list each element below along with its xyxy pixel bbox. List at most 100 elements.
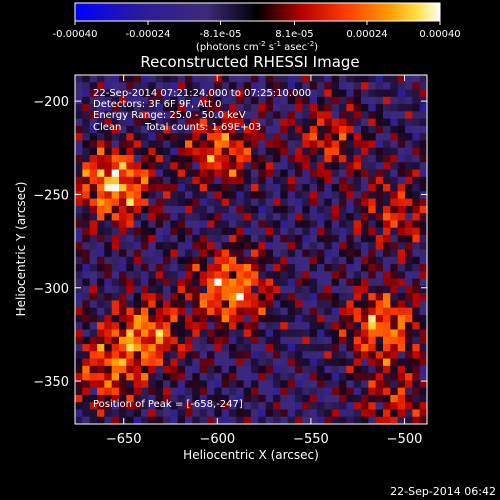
heatmap-cell	[287, 220, 296, 229]
heatmap-cell	[295, 191, 303, 200]
heatmap-cell	[375, 293, 384, 301]
heatmap-cell	[229, 409, 237, 418]
heatmap-cell	[361, 307, 369, 316]
heatmap-cell	[243, 307, 252, 316]
heatmap-cell	[229, 125, 237, 134]
heatmap-cell	[287, 373, 296, 381]
heatmap-cell	[229, 293, 237, 301]
heatmap-cell	[133, 169, 142, 178]
heatmap-cell	[221, 125, 230, 134]
heatmap-cell	[390, 300, 399, 309]
heatmap-cell	[243, 213, 252, 222]
heatmap-cell	[295, 380, 303, 389]
heatmap-cell	[258, 285, 267, 294]
heatmap-cell	[97, 154, 105, 163]
heatmap-cell	[295, 416, 303, 424]
heatmap-cell	[258, 133, 267, 142]
heatmap-cell	[229, 380, 237, 389]
heatmap-cell	[346, 387, 355, 396]
heatmap-cell	[339, 205, 347, 214]
heatmap-cell	[170, 125, 179, 134]
heatmap-cell	[221, 264, 230, 272]
heatmap-cell	[412, 82, 421, 91]
heatmap-cell	[133, 394, 142, 403]
heatmap-cell	[309, 198, 318, 207]
heatmap-cell	[265, 307, 274, 316]
heatmap-cell	[221, 307, 230, 316]
heatmap-cell	[383, 89, 391, 98]
heatmap-cell	[375, 387, 384, 396]
heatmap-cell	[317, 293, 325, 301]
heatmap-cell	[258, 264, 267, 272]
heatmap-cell	[375, 96, 384, 105]
heatmap-cell	[221, 75, 230, 83]
heatmap-cell	[243, 409, 252, 418]
heatmap-cell	[199, 176, 208, 185]
heatmap-cell	[185, 147, 193, 156]
heatmap-cell	[75, 89, 83, 98]
heatmap-cell	[82, 373, 91, 381]
heatmap-cell	[155, 234, 164, 243]
heatmap-cell	[163, 82, 171, 91]
heatmap-cell	[273, 227, 281, 236]
heatmap-cell	[324, 293, 333, 301]
heatmap-cell	[251, 409, 259, 418]
heatmap-cell	[331, 154, 340, 163]
heatmap-cell	[221, 104, 230, 112]
heatmap-cell	[229, 387, 237, 396]
heatmap-cell	[375, 402, 384, 411]
heatmap-cell	[82, 293, 91, 301]
heatmap-cell	[302, 293, 311, 301]
heatmap-cell	[97, 227, 105, 236]
heatmap-cell	[111, 394, 120, 403]
heatmap-cell	[383, 373, 391, 381]
heatmap-cell	[397, 242, 406, 251]
heatmap-cell	[390, 198, 399, 207]
heatmap-cell	[185, 205, 193, 214]
heatmap-cell	[229, 169, 237, 178]
heatmap-cell	[309, 278, 318, 287]
heatmap-cell	[192, 191, 201, 200]
heatmap-cell	[214, 416, 223, 424]
heatmap-cell	[287, 75, 296, 83]
heatmap-cell	[383, 191, 391, 200]
heatmap-cell	[309, 307, 318, 316]
heatmap-cell	[273, 125, 281, 134]
heatmap-cell	[339, 111, 347, 120]
heatmap-cell	[221, 249, 230, 258]
heatmap-cell	[177, 118, 186, 127]
heatmap-cell	[273, 220, 281, 229]
heatmap-cell	[119, 125, 127, 134]
heatmap-cell	[141, 322, 149, 331]
heatmap-cell	[346, 104, 355, 112]
heatmap-cell	[295, 264, 303, 272]
heatmap-cell	[302, 387, 311, 396]
heatmap-cell	[221, 336, 230, 345]
heatmap-cell	[331, 220, 340, 229]
heatmap-cell	[390, 416, 399, 424]
heatmap-cell	[368, 329, 377, 338]
heatmap-cell	[229, 307, 237, 316]
heatmap-cell	[397, 322, 406, 331]
heatmap-cell	[104, 358, 113, 367]
heatmap-cell	[287, 82, 296, 91]
heatmap-cell	[89, 344, 98, 352]
heatmap-cell	[177, 264, 186, 272]
heatmap-cell	[361, 162, 369, 171]
heatmap-cell	[141, 336, 149, 345]
heatmap-cell	[82, 300, 91, 309]
heatmap-cell	[148, 162, 157, 171]
heatmap-cell	[317, 89, 325, 98]
heatmap-cell	[375, 75, 384, 83]
heatmap-cell	[346, 264, 355, 272]
heatmap-cell	[405, 373, 413, 381]
heatmap-cell	[177, 227, 186, 236]
heatmap-cell	[375, 307, 384, 316]
heatmap-cell	[148, 249, 157, 258]
heatmap-cell	[229, 191, 237, 200]
heatmap-cell	[280, 75, 289, 83]
heatmap-cell	[155, 365, 164, 374]
heatmap-cell	[75, 278, 83, 287]
heatmap-cell	[177, 285, 186, 294]
heatmap-cell	[207, 394, 215, 403]
